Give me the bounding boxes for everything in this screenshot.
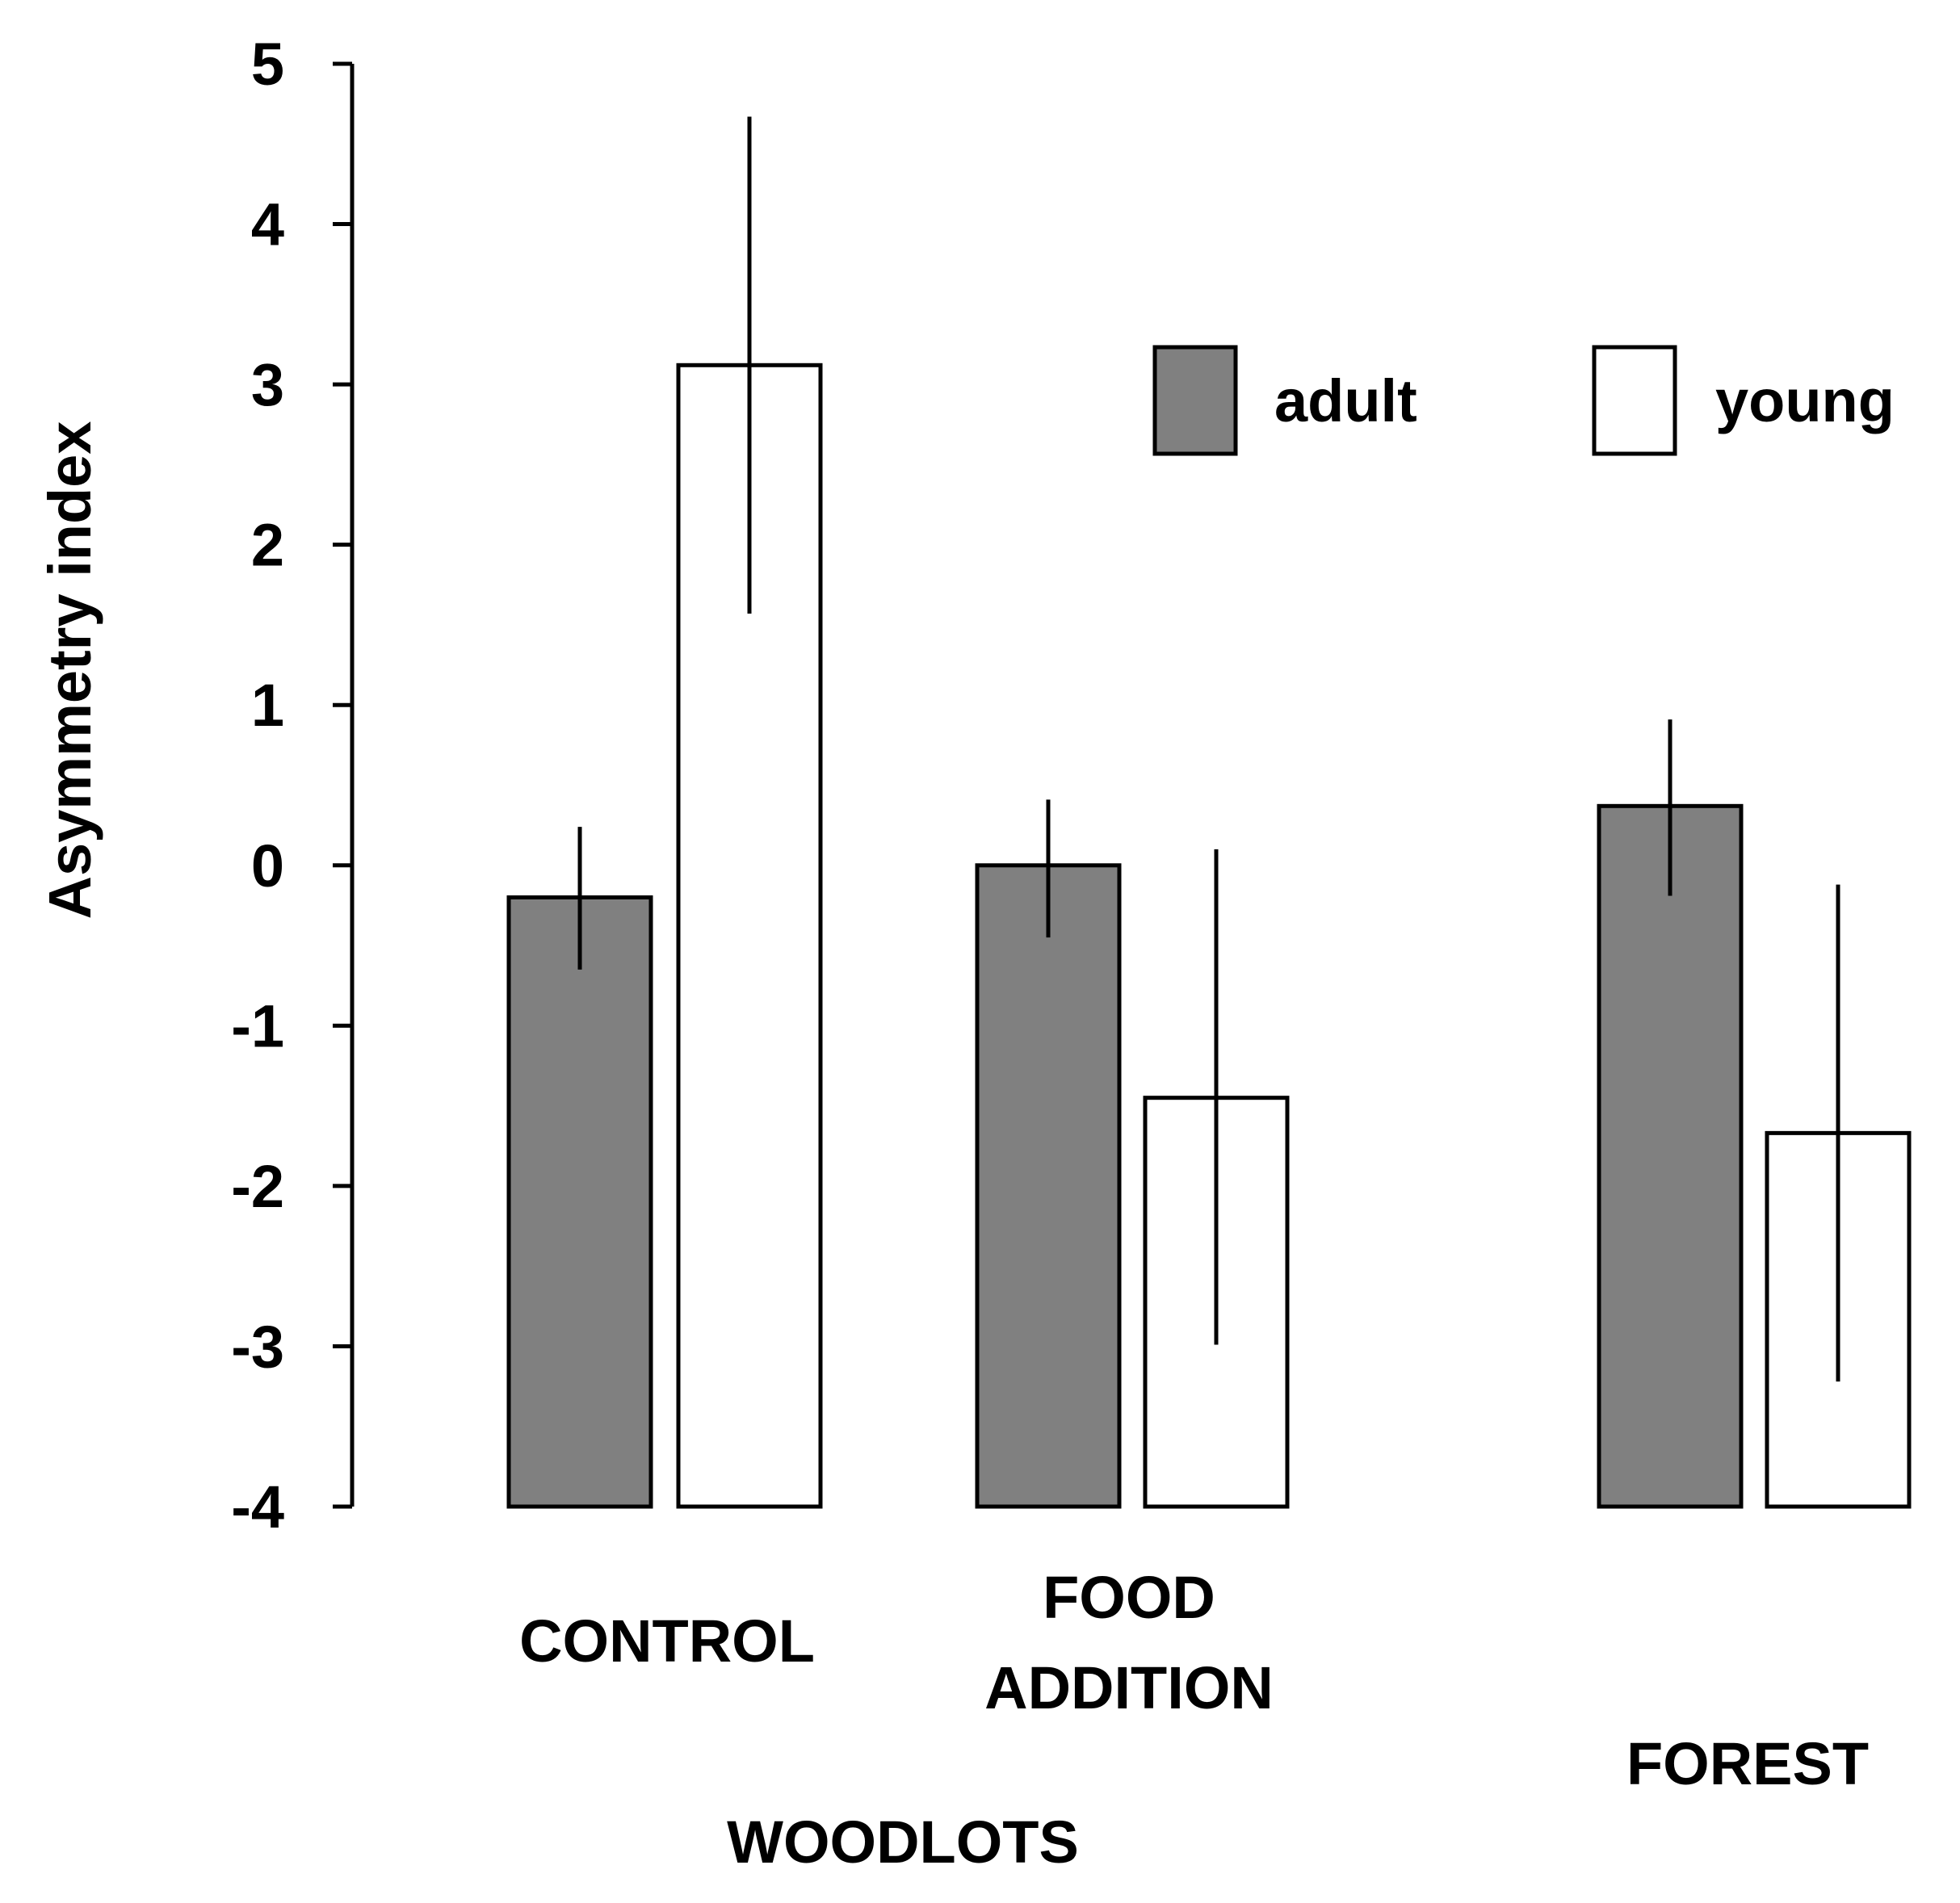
- y-tick-label: 0: [251, 832, 284, 899]
- y-ticks: 5 4 3 2 1 0 -1 -2 -3 -4: [231, 31, 352, 1540]
- category-labels: CONTROL FOOD ADDITION FOREST: [519, 1564, 1869, 1797]
- y-tick-label: 1: [251, 672, 284, 739]
- bar-adult-control: [506, 895, 653, 1509]
- legend-swatch-young: [1592, 345, 1677, 456]
- y-tick-label: 5: [251, 31, 284, 98]
- category-label: CONTROL: [519, 1607, 815, 1675]
- category-label: FOOD: [1043, 1564, 1215, 1631]
- y-tick-label: -3: [231, 1313, 284, 1380]
- y-tick-label: -1: [231, 992, 284, 1059]
- bar-adult-food-addition: [975, 863, 1122, 1509]
- bar-adult-forest: [1597, 803, 1744, 1509]
- bars: [506, 363, 1912, 1509]
- y-axis-title: Asymmetry index: [36, 421, 103, 920]
- y-tick-label: -4: [231, 1473, 284, 1540]
- y-tick-label: 3: [251, 351, 284, 418]
- category-label: FOREST: [1626, 1730, 1869, 1797]
- legend: adult young: [1152, 345, 1895, 456]
- category-label: ADDITION: [984, 1654, 1274, 1721]
- y-tick-label: 2: [251, 512, 284, 579]
- legend-swatch-adult: [1152, 345, 1238, 456]
- y-tick-label: -2: [231, 1153, 284, 1220]
- error-bars: [577, 116, 1840, 1382]
- group-label-woodlots: WOODLOTS: [727, 1809, 1079, 1876]
- y-tick-label: 4: [251, 191, 284, 258]
- legend-label-young: young: [1715, 367, 1895, 434]
- legend-label-adult: adult: [1274, 367, 1417, 434]
